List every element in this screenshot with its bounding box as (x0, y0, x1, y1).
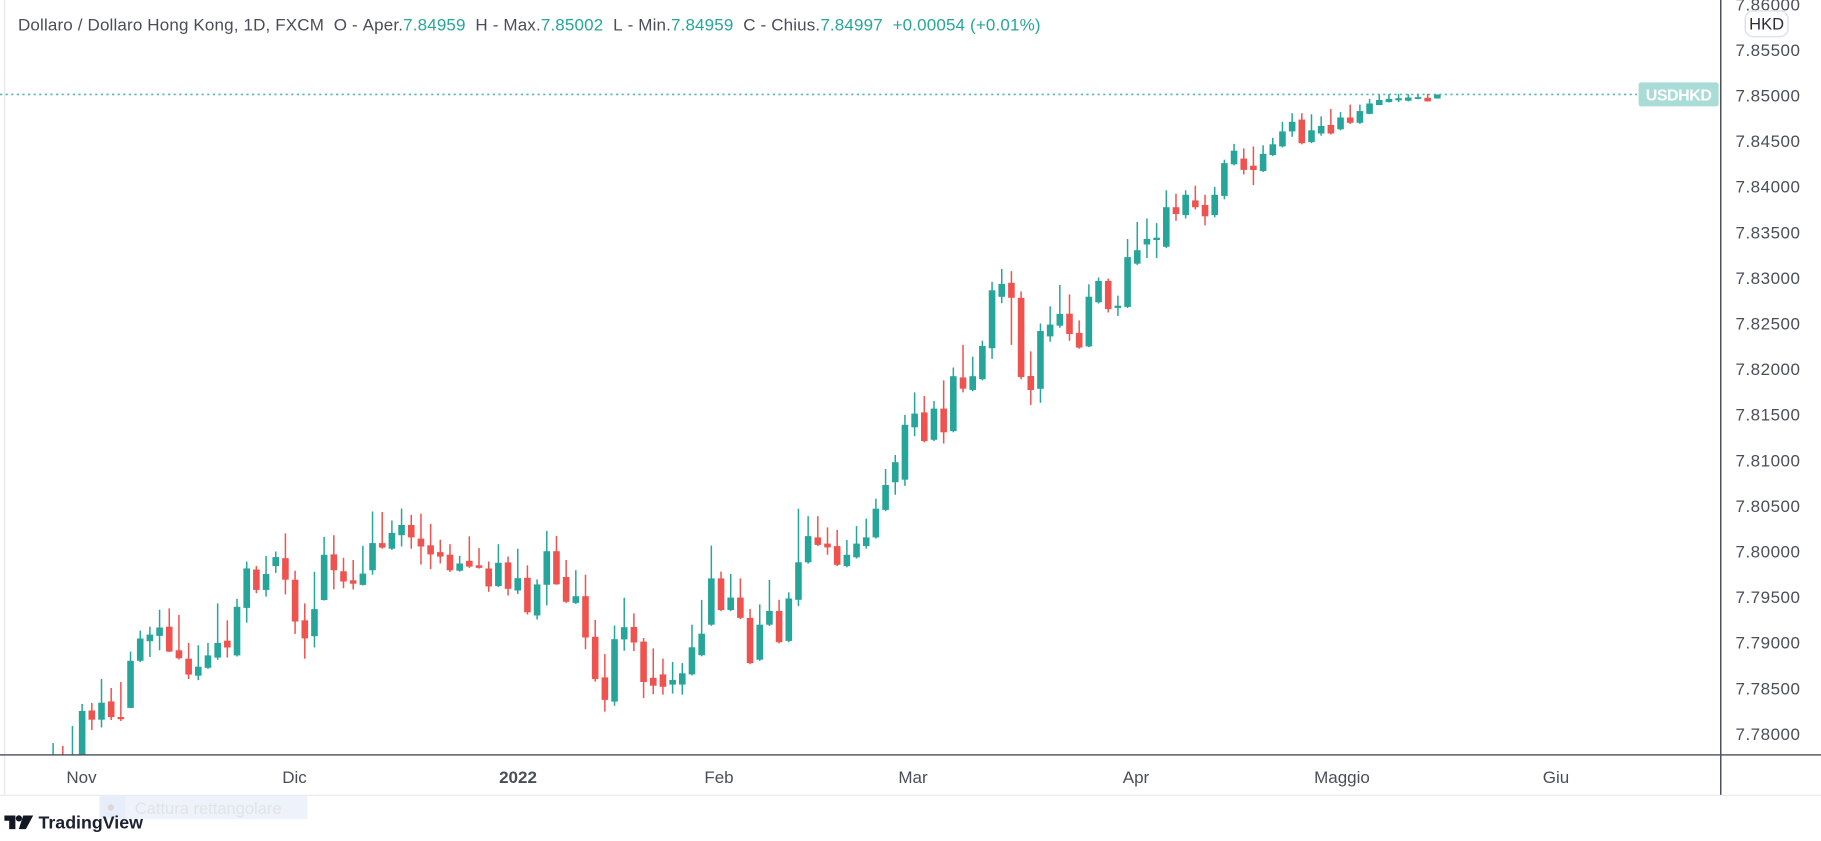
svg-text:Giu: Giu (1543, 768, 1569, 787)
svg-text:7.78000: 7.78000 (1736, 725, 1801, 744)
svg-text:Maggio: Maggio (1314, 768, 1370, 787)
svg-text:Nov: Nov (66, 768, 97, 787)
svg-text:Apr: Apr (1123, 768, 1150, 787)
svg-text:USDHKD: USDHKD (1646, 88, 1712, 105)
svg-text:Dollaro / Dollaro Hong Kong, 1: Dollaro / Dollaro Hong Kong, 1D, FXCM O … (18, 16, 1041, 35)
svg-text:7.79000: 7.79000 (1736, 634, 1801, 653)
svg-text:HKD: HKD (1749, 16, 1784, 34)
svg-text:7.80000: 7.80000 (1736, 543, 1801, 562)
svg-text:7.81500: 7.81500 (1736, 406, 1801, 425)
svg-text:7.78500: 7.78500 (1736, 679, 1801, 698)
svg-text:7.81000: 7.81000 (1736, 451, 1801, 470)
svg-text:7.80500: 7.80500 (1736, 497, 1801, 516)
svg-text:7.85500: 7.85500 (1736, 41, 1801, 60)
svg-text:7.83000: 7.83000 (1736, 269, 1801, 288)
svg-text:7.82500: 7.82500 (1736, 315, 1801, 334)
svg-text:2022: 2022 (499, 768, 537, 787)
svg-text:7.84500: 7.84500 (1736, 132, 1801, 151)
svg-text:TradingView: TradingView (39, 813, 144, 833)
svg-text:7.84000: 7.84000 (1736, 178, 1801, 197)
svg-text:Mar: Mar (898, 768, 928, 787)
svg-text:Dic: Dic (282, 768, 307, 787)
svg-text:Feb: Feb (704, 768, 733, 787)
svg-text:Cattura rettangolare: Cattura rettangolare (135, 800, 282, 818)
svg-text:7.83500: 7.83500 (1736, 223, 1801, 242)
svg-text:7.85000: 7.85000 (1736, 87, 1801, 106)
svg-text:7.82000: 7.82000 (1736, 360, 1801, 379)
svg-text:7.79500: 7.79500 (1736, 588, 1801, 607)
